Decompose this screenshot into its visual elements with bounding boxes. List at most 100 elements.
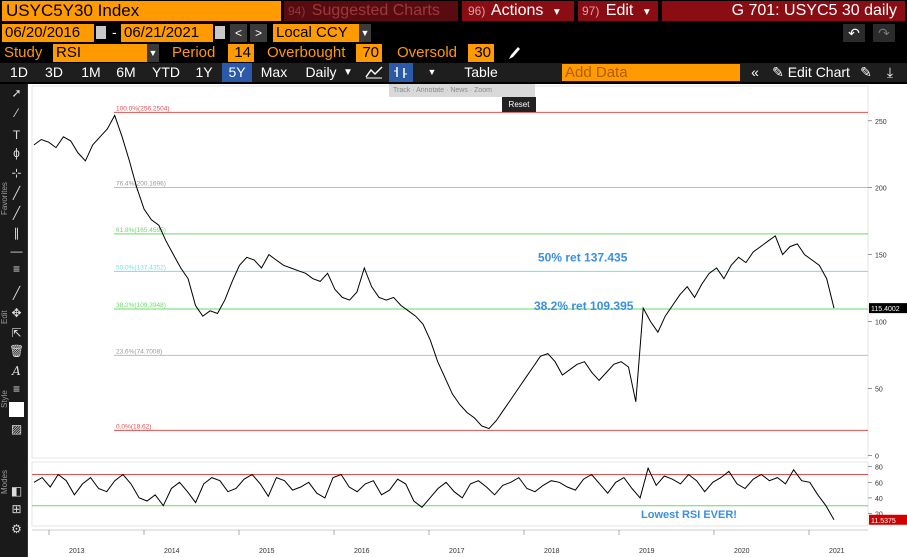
rsi-last-value-label: 11.5375 — [871, 518, 896, 525]
window-title: G 701: USYC5 30 daily — [662, 1, 905, 21]
range-1m[interactable]: 1M — [81, 64, 101, 80]
crosshair-icon[interactable]: ⊹ — [11, 166, 22, 180]
export-icon[interactable]: ⤓ — [886, 64, 894, 80]
edit-chart-button[interactable]: ✎ Edit Chart — [768, 63, 854, 82]
color-swatch-icon[interactable] — [9, 402, 24, 417]
reset-label: Reset — [508, 100, 530, 109]
y-axis-tick-label: 200 — [875, 186, 887, 193]
chart-canvas[interactable]: 100.0%(256.2504) 76.4%(200.1696) 61.8%(165… — [28, 84, 907, 557]
chevron-down-icon[interactable]: ▼ — [343, 67, 353, 78]
chevron-down-icon[interactable]: ▼ — [359, 24, 371, 42]
x-axis-tick-label: 2015 — [259, 548, 275, 555]
font-style-icon[interactable]: A — [12, 364, 21, 378]
rsi-annotation: Lowest RSI EVER! — [641, 509, 737, 521]
line-chart-icon[interactable] — [362, 63, 386, 82]
move-icon[interactable]: ✥ — [11, 306, 22, 320]
range-1d[interactable]: 1D — [10, 64, 28, 80]
next-period-button[interactable]: > — [250, 24, 267, 42]
annotate-tool[interactable]: Annotate — [416, 87, 445, 94]
x-axis-tick-label: 2018 — [544, 548, 560, 555]
calendar-icon[interactable] — [96, 26, 106, 39]
range-3d[interactable]: 3D — [45, 64, 63, 80]
range-1y[interactable]: 1Y — [195, 64, 213, 80]
collapse-icon[interactable]: « — [751, 64, 759, 80]
mode-icon[interactable]: ◧ — [10, 484, 23, 498]
rsi-axis-tick-label: 40 — [875, 496, 883, 503]
overbought-field[interactable]: 70 — [356, 44, 382, 62]
x-axis-tick-label: 2020 — [734, 548, 750, 555]
oversold-field[interactable]: 30 — [468, 44, 494, 62]
chart-area[interactable]: 100.0%(256.2504) 76.4%(200.1696) 61.8%(165… — [28, 84, 907, 557]
channel-tool-icon[interactable]: ∥ — [13, 226, 20, 240]
edit-section-label: Edit — [0, 310, 9, 324]
news-tool[interactable]: News — [450, 87, 468, 94]
settings-edit-icon[interactable]: ✎ — [860, 64, 872, 80]
line-width-icon[interactable]: ≡ — [12, 382, 20, 396]
currency-select[interactable]: Local CCY — [273, 24, 359, 42]
horizontal-line-icon[interactable]: — — [10, 244, 23, 258]
text-tool-icon[interactable]: T — [12, 128, 21, 142]
rsi-axis-tick-label: 60 — [875, 480, 883, 487]
price-series-line — [33, 114, 835, 430]
actions-menu[interactable]: 96) Actions ▼ — [462, 1, 574, 21]
period-label: Period — [172, 44, 216, 61]
pencil-icon[interactable] — [507, 45, 521, 61]
ticker-field[interactable]: USYC5Y30 Index — [2, 1, 281, 21]
chevron-down-icon[interactable]: ▼ — [147, 44, 159, 62]
period-field[interactable]: 14 — [228, 44, 254, 62]
calendar-icon[interactable] — [215, 26, 225, 39]
previous-period-button[interactable]: < — [230, 24, 247, 42]
table-button[interactable]: Table — [464, 64, 498, 80]
reset-button[interactable]: Reset — [502, 97, 536, 112]
grid-mode-icon[interactable]: ⊞ — [11, 502, 22, 516]
date-range-bar: 06/20/2016 - 06/21/2021 < > Local CCY ▼ … — [0, 23, 907, 43]
cursor-icon[interactable]: ➚ — [11, 86, 22, 100]
track-tool[interactable]: Track — [393, 87, 411, 94]
edit-chart-label: Edit Chart — [787, 64, 850, 80]
chevron-down-icon: ▼ — [641, 7, 652, 18]
range-6m[interactable]: 6M — [116, 64, 136, 80]
fib-level-label: 76.4%(200.1696) — [116, 180, 166, 187]
y-axis-tick-label: 250 — [875, 119, 887, 126]
trendline-icon[interactable]: ⁄ — [15, 106, 18, 120]
undo-icon[interactable]: ↶ — [843, 24, 865, 42]
zoom-tool[interactable]: Zoom — [474, 87, 493, 94]
add-data-field[interactable]: Add Data — [562, 64, 740, 81]
chevron-down-icon: ▼ — [551, 7, 562, 18]
study-select[interactable]: RSI — [53, 44, 147, 62]
oversold-label: Oversold — [397, 44, 458, 61]
suggested-charts-menu[interactable]: 94) Suggested Charts — [284, 1, 458, 21]
overbought-label: Overbought — [267, 44, 346, 61]
range-max[interactable]: Max — [260, 64, 288, 80]
end-date-field[interactable]: 06/21/2021 — [121, 24, 213, 42]
x-axis-tick-label: 2017 — [449, 548, 465, 555]
chart-toolbar: 1D 3D 1M 6M YTD 1Y 5Y Max Daily ▼ ▼ Tabl… — [0, 63, 907, 82]
select-icon[interactable]: ⇱ — [11, 326, 22, 340]
start-date-field[interactable]: 06/20/2016 — [2, 24, 94, 42]
gear-icon[interactable]: ⚙ — [11, 522, 22, 536]
line-tool-icon[interactable]: ╱ — [12, 186, 21, 200]
trash-icon[interactable]: 🗑 — [9, 344, 25, 358]
rsi-last-value-marker — [869, 514, 907, 525]
suggested-charts-number: 94) — [288, 4, 306, 18]
x-axis-tick-label: 2016 — [354, 548, 370, 555]
palette-icon[interactable]: ▨ — [10, 422, 23, 436]
fib-level-label: 38.2%(109.3948) — [116, 302, 166, 309]
pen-tool-icon[interactable]: ╱ — [12, 286, 21, 300]
last-value-label: 115.4002 — [871, 306, 900, 313]
edit-menu[interactable]: 97) Edit ▼ — [578, 1, 658, 21]
parallel-lines-icon[interactable]: ≡ — [12, 262, 20, 276]
fibonacci-icon[interactable]: ϕ — [13, 146, 20, 160]
chevron-down-icon[interactable]: ▼ — [427, 67, 437, 77]
range-ytd[interactable]: YTD — [152, 64, 180, 80]
redo-icon[interactable]: ↷ — [873, 24, 895, 42]
rsi-panel — [31, 461, 869, 527]
ray-tool-icon[interactable]: ╱ — [12, 206, 21, 220]
fib-level-label: 50.0%(137.4352) — [116, 264, 166, 271]
style-section-label: Style — [0, 390, 9, 408]
frequency-select[interactable]: Daily — [305, 64, 337, 80]
range-5y[interactable]: 5Y — [222, 63, 252, 82]
edit-number: 97) — [582, 4, 600, 18]
y-axis-tick-label: 50 — [875, 386, 883, 393]
bar-chart-icon[interactable] — [389, 63, 413, 82]
